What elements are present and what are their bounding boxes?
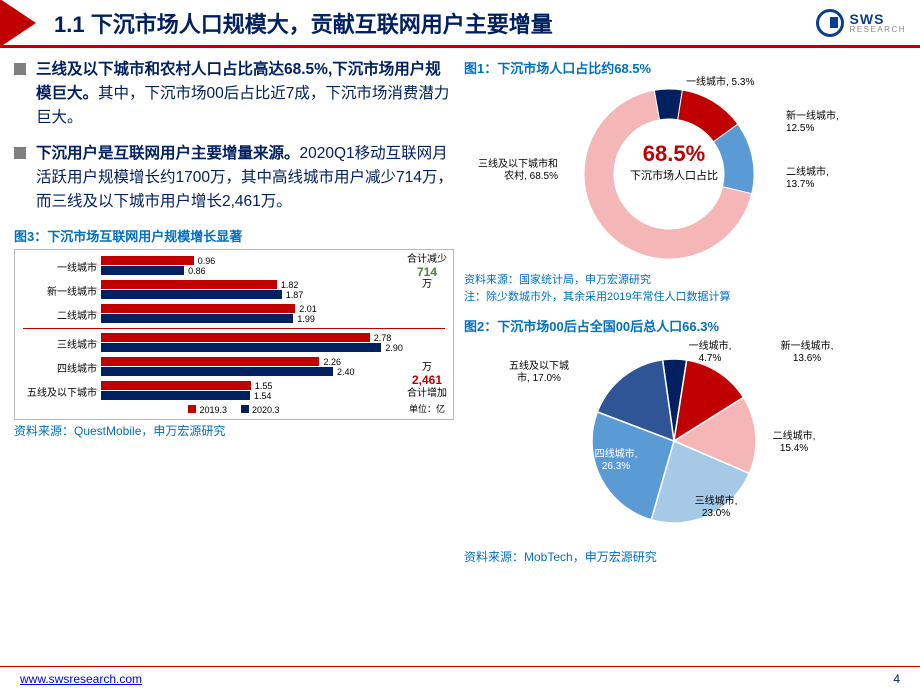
logo-icon bbox=[816, 9, 844, 37]
logo-main: SWS bbox=[850, 12, 906, 26]
chart1-note: 注：除少数城市外，其余采用2019年常住人口数据计算 bbox=[464, 290, 894, 305]
donut-center: 68.5% 下沉市场人口占比 bbox=[619, 141, 729, 183]
bullet-square-icon bbox=[14, 147, 26, 159]
bullet-1-rest: 其中，下沉市场00后占比近7成，下沉市场消费潜力巨大。 bbox=[36, 85, 449, 126]
chart2-title: 图2：下沉市场00后占全国00后总人口66.3% bbox=[464, 316, 894, 335]
bullet-1: 三线及以下城市和农村人口占比高达68.5%,下沉市场用户规模巨大。其中，下沉市场… bbox=[14, 58, 454, 130]
bullet-2-bold: 下沉用户是互联网用户主要增量来源。 bbox=[36, 145, 300, 162]
bar-row: 新一线城市1.821.87 bbox=[23, 280, 445, 300]
footer-link[interactable]: www.swsresearch.com bbox=[20, 672, 142, 686]
donut-label-0: 一线城市, 5.3% bbox=[686, 77, 754, 89]
slide-header: 1.1 下沉市场人口规模大，贡献互联网用户主要增量 SWS RESEARCH bbox=[0, 0, 920, 48]
bar-row: 五线及以下城市1.551.54 bbox=[23, 381, 445, 401]
slide-footer: www.swsresearch.com 4 bbox=[0, 666, 920, 690]
chart2-source: 资料来源：MobTech，申万宏源研究 bbox=[464, 548, 894, 565]
chart3-source: 资料来源：QuestMobile，申万宏源研究 bbox=[14, 422, 454, 439]
bar-row: 四线城市2.262.40 bbox=[23, 357, 445, 377]
chart1-donut: 68.5% 下沉市场人口占比 一线城市, 5.3% 新一线城市, 12.5% 二… bbox=[464, 81, 874, 271]
chart1-title: 图1：下沉市场人口占比约68.5% bbox=[464, 58, 894, 77]
slide-body: 三线及以下城市和农村人口占比高达68.5%,下沉市场用户规模巨大。其中，下沉市场… bbox=[0, 48, 920, 565]
pie-label-5: 五线及以下城市, 17.0% bbox=[504, 361, 574, 385]
bullet-2: 下沉用户是互联网用户主要增量来源。2020Q1移动互联网月活跃用户规模增长约17… bbox=[14, 142, 454, 214]
right-column: 图1：下沉市场人口占比约68.5% 68.5% 下沉市场人口占比 一线城市, 5… bbox=[464, 58, 894, 565]
pie-label-1: 新一线城市, 13.6% bbox=[772, 341, 842, 365]
pie-label-0: 一线城市, 4.7% bbox=[680, 341, 740, 365]
slide-title: 1.1 下沉市场人口规模大，贡献互联网用户主要增量 bbox=[54, 7, 816, 39]
footer-page-number: 4 bbox=[893, 672, 900, 686]
pie-label-3: 三线城市, 23.0% bbox=[686, 496, 746, 520]
header-chevron bbox=[0, 0, 36, 47]
chart3-title: 图3：下沉市场互联网用户规模增长显著 bbox=[14, 226, 454, 245]
chart3-bar-chart: 合计减少 714 万 万 2,461 合计增加 一线城市0.960.86新一线城… bbox=[14, 249, 454, 420]
bar-row: 二线城市2.011.99 bbox=[23, 304, 445, 324]
pie-label-2: 二线城市, 15.4% bbox=[764, 431, 824, 455]
sws-logo: SWS RESEARCH bbox=[816, 9, 906, 37]
chart1-source: 资料来源：国家统计局，申万宏源研究 bbox=[464, 273, 894, 288]
pie-label-4: 四线城市, 26.3% bbox=[586, 449, 646, 473]
bar-row: 一线城市0.960.86 bbox=[23, 256, 445, 276]
logo-sub: RESEARCH bbox=[850, 26, 906, 34]
donut-label-3: 三线及以下城市和农村, 68.5% bbox=[472, 159, 558, 183]
donut-label-1: 新一线城市, 12.5% bbox=[786, 111, 856, 135]
donut-label-2: 二线城市, 13.7% bbox=[786, 167, 856, 191]
bullet-square-icon bbox=[14, 63, 26, 75]
bar-row: 三线城市2.782.90 bbox=[23, 333, 445, 353]
left-column: 三线及以下城市和农村人口占比高达68.5%,下沉市场用户规模巨大。其中，下沉市场… bbox=[14, 58, 454, 565]
chart2-pie: 一线城市, 4.7% 新一线城市, 13.6% 二线城市, 15.4% 三线城市… bbox=[464, 341, 874, 546]
